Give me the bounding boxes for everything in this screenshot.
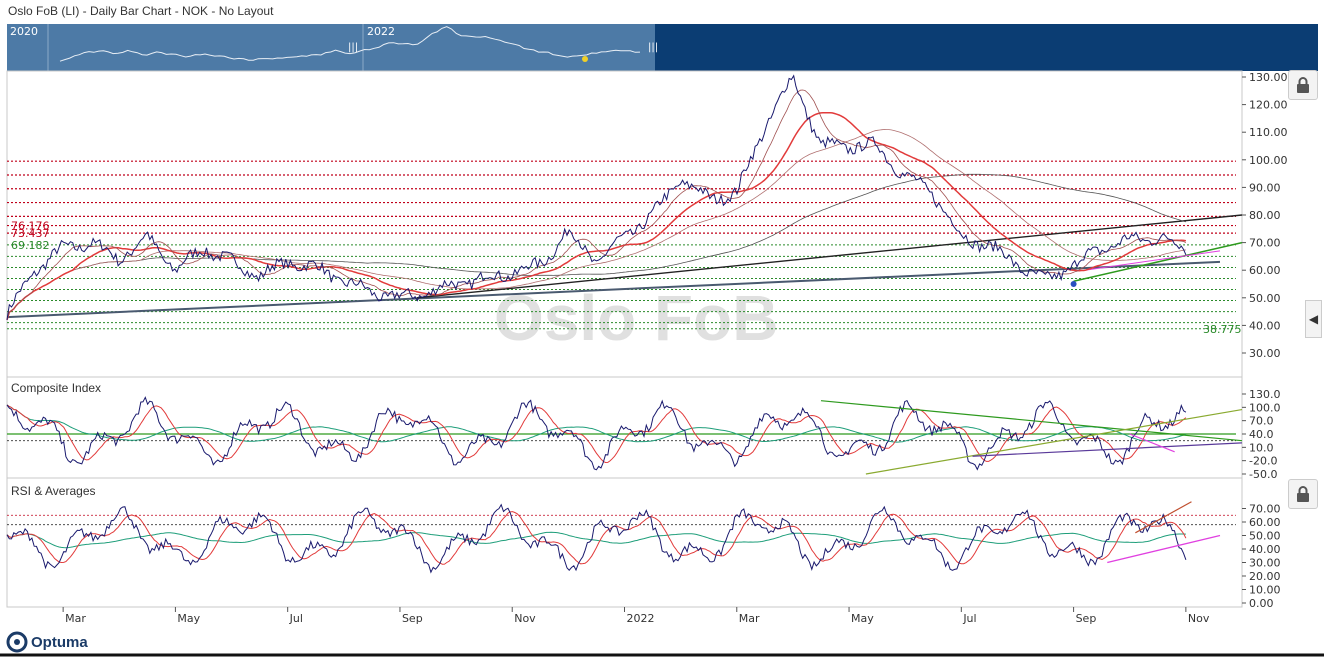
x-tick-label: Sep xyxy=(402,612,423,625)
rsi-ma-short xyxy=(6,511,1187,565)
ma-red-line xyxy=(6,111,1187,321)
price-line xyxy=(6,74,1187,320)
y-tick-label: 70.0 xyxy=(1249,415,1274,428)
x-tick-label: Nov xyxy=(514,612,536,625)
navigator-label-2022: 2022 xyxy=(367,25,395,38)
optuma-logo-icon xyxy=(6,631,28,653)
y-tick-label: 50.00 xyxy=(1249,530,1281,543)
y-tick-label: 100.00 xyxy=(1249,154,1288,167)
y-tick-label: 30.00 xyxy=(1249,347,1281,360)
trendline-green xyxy=(1073,241,1243,282)
navigator-handle-left[interactable]: ||| xyxy=(348,42,358,53)
trendline-magenta xyxy=(1084,250,1221,271)
lock-icon xyxy=(1297,77,1309,93)
composite-ma-long xyxy=(6,404,1187,443)
x-tick-label: Mar xyxy=(739,612,760,625)
oscillator-series xyxy=(6,396,1243,574)
navigator-label-2020: 2020 xyxy=(10,25,38,38)
collapse-panel-button[interactable]: ◀ xyxy=(1305,300,1322,338)
rsi-trend-magenta xyxy=(1107,534,1221,564)
composite-trend-down xyxy=(820,400,1243,442)
watermark: Oslo FoB xyxy=(494,282,778,354)
logo-text: Optuma xyxy=(31,633,88,651)
y-tick-label: 60.00 xyxy=(1249,516,1281,529)
composite-panel[interactable] xyxy=(6,376,1243,479)
y-tick-label: 40.0 xyxy=(1249,428,1274,441)
x-tick-label: Jul xyxy=(962,612,976,625)
y-tick-label: 40.00 xyxy=(1249,543,1281,556)
x-tick-label: May xyxy=(177,612,200,625)
fib-label: 73.437 xyxy=(11,227,50,240)
y-tick-label: -50.0 xyxy=(1249,468,1277,481)
y-axes: 130.00120.00110.00100.0090.0080.0070.006… xyxy=(1242,71,1288,610)
y-tick-label: 130.0 xyxy=(1249,388,1281,401)
composite-ma-short xyxy=(6,404,1187,464)
y-tick-label: -20.0 xyxy=(1249,455,1277,468)
y-tick-label: 0.00 xyxy=(1249,597,1274,610)
y-tick-label: 70.00 xyxy=(1249,237,1281,250)
y-tick-label: 80.00 xyxy=(1249,209,1281,222)
horizontal-levels xyxy=(7,160,1236,330)
rsi-line xyxy=(6,503,1187,574)
y-tick-label: 60.00 xyxy=(1249,264,1281,277)
rsi-panel-title: RSI & Averages xyxy=(11,484,96,498)
composite-trend-up xyxy=(865,408,1243,475)
price-series xyxy=(6,74,1187,321)
optuma-logo: Optuma xyxy=(6,631,88,653)
navigator-price-line xyxy=(59,26,641,62)
fib-label: 38.775 xyxy=(1203,323,1242,336)
x-tick-label: Mar xyxy=(65,612,86,625)
y-tick-label: 40.00 xyxy=(1249,319,1281,332)
fib-label: 76.176 xyxy=(11,220,50,233)
y-tick-label: 90.00 xyxy=(1249,181,1281,194)
composite-line xyxy=(6,396,1187,471)
navigator-marker xyxy=(582,56,588,62)
fib-label: 69.182 xyxy=(11,239,50,252)
y-tick-label: 130.00 xyxy=(1249,71,1288,84)
rsi-trend-red xyxy=(1135,501,1192,534)
ma-mid-line xyxy=(6,129,1186,321)
chevron-left-icon: ◀ xyxy=(1308,312,1319,326)
price-panel[interactable] xyxy=(6,70,1243,378)
x-tick-label: Nov xyxy=(1188,612,1210,625)
x-tick-label: May xyxy=(851,612,874,625)
navigator-window[interactable] xyxy=(7,24,655,71)
x-tick-label: 2022 xyxy=(627,612,655,625)
composite-trend-magenta xyxy=(1129,433,1175,453)
ma-long-line xyxy=(6,173,1187,321)
trendline-black xyxy=(416,214,1243,299)
rsi-lock-button[interactable] xyxy=(1288,479,1318,509)
ma-short-line xyxy=(6,89,1187,321)
y-tick-label: 120.00 xyxy=(1249,99,1288,112)
y-tick-label: 10.0 xyxy=(1249,441,1274,454)
x-tick-label: Sep xyxy=(1076,612,1097,625)
y-tick-label: 100.0 xyxy=(1249,401,1281,414)
y-tick-label: 20.00 xyxy=(1249,570,1281,583)
x-axis: Mar May Jul Sep Nov 2022 Mar May Jul Sep Nov xyxy=(62,607,1210,625)
trendlines xyxy=(6,214,1243,319)
price-low-marker xyxy=(1070,281,1077,287)
rsi-ma-long xyxy=(6,531,1186,549)
price-lock-button[interactable] xyxy=(1288,70,1318,100)
chart-title: Oslo FoB (LI) - Daily Bar Chart - NOK - … xyxy=(8,4,274,18)
composite-trend-purple xyxy=(972,442,1243,457)
trendline-support-long xyxy=(6,260,1221,319)
y-tick-label: 10.00 xyxy=(1249,584,1281,597)
y-tick-label: 110.00 xyxy=(1249,126,1288,139)
composite-panel-title: Composite Index xyxy=(11,381,101,395)
lock-icon xyxy=(1297,486,1309,502)
y-tick-label: 30.00 xyxy=(1249,557,1281,570)
navigator-handle-right[interactable]: ||| xyxy=(648,42,658,53)
y-tick-label: 70.00 xyxy=(1249,503,1281,516)
y-tick-label: 50.00 xyxy=(1249,292,1281,305)
x-tick-label: Jul xyxy=(289,612,303,625)
